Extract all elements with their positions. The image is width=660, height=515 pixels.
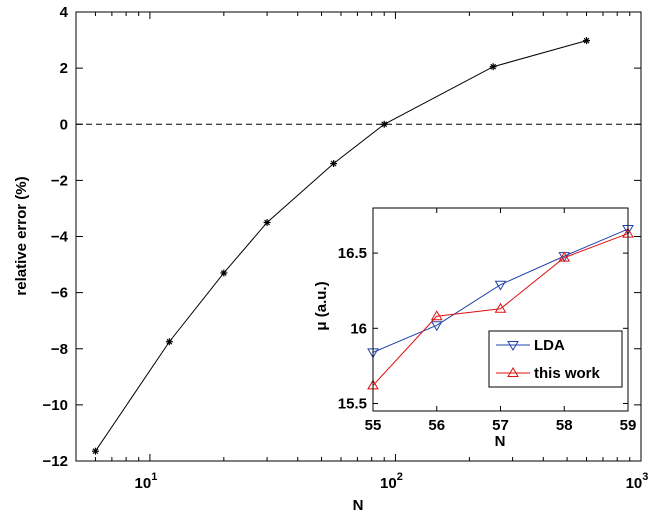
inset-series	[367, 225, 634, 390]
x-tick-label: 101	[135, 471, 158, 492]
asterisk-stroke	[490, 63, 497, 70]
data-point	[489, 63, 497, 71]
inset-series-line	[372, 228, 629, 353]
inset-y-axis-title: μ (a.u.)	[313, 281, 330, 330]
data-point	[583, 37, 591, 45]
inset-plot-frame	[372, 207, 629, 412]
triangle-down-marker	[430, 321, 443, 332]
asterisk-stroke	[264, 219, 270, 226]
main-series	[91, 37, 591, 455]
data-point	[330, 160, 338, 168]
legend: LDA this work	[488, 330, 623, 388]
legend-marker-this-work	[507, 367, 519, 377]
main-series-line	[95, 40, 587, 452]
legend-box	[488, 330, 623, 388]
y-tick-label: −10	[43, 397, 68, 414]
y-tick-label: −12	[43, 453, 68, 470]
data-point	[220, 269, 228, 277]
inset-y-tick-label: 16.5	[338, 245, 367, 262]
inset-x-tick-label: 56	[428, 417, 445, 434]
y-tick-label: 2	[60, 60, 68, 77]
y-tick-label: 0	[60, 116, 68, 133]
inset-x-tick-label: 59	[620, 417, 637, 434]
triangle-up-marker	[494, 302, 507, 313]
data-point	[165, 338, 173, 346]
y-tick-label: −6	[51, 285, 68, 302]
legend-label-this-work: this work	[534, 365, 601, 382]
legend-label-lda: LDA	[534, 337, 565, 354]
main-y-axis-title: relative error (%)	[13, 176, 30, 295]
asterisk-stroke	[583, 37, 590, 44]
data-point	[263, 218, 271, 226]
y-tick-label: −8	[51, 341, 68, 358]
x-tick-label: 103	[626, 471, 649, 492]
inset-y-tick-label: 15.5	[338, 395, 367, 412]
y-tick-label: 4	[60, 4, 69, 21]
asterisk-stroke	[381, 121, 388, 128]
triangle-down-marker	[494, 280, 507, 291]
triangle-up-marker	[430, 310, 443, 321]
inset-plot: 55 56 57 58 59 15.5 16 16.5 N μ (a.u.) LDA this…	[313, 207, 637, 450]
main-x-axis-title: N	[353, 497, 364, 514]
main-ticks: 101 102 103 −12 −10 −8 −6 −4 −2 0 2 4	[43, 4, 649, 492]
inset-x-tick-label: 58	[556, 417, 573, 434]
inset-y-tick-label: 16	[350, 320, 367, 337]
main-plot: 101 102 103 −12 −10 −8 −6 −4 −2 0 2 4 N relative er…	[13, 4, 648, 514]
asterisk-stroke	[330, 160, 337, 167]
asterisk-stroke	[166, 338, 173, 345]
triangle-up-marker	[558, 251, 571, 262]
inset-x-axis-title: N	[495, 433, 506, 450]
asterisk-stroke	[92, 448, 99, 455]
inset-x-tick-label: 57	[492, 417, 509, 434]
data-point	[91, 447, 99, 455]
inset-series-line	[372, 233, 629, 386]
legend-marker-lda	[507, 341, 519, 351]
y-tick-label: −4	[51, 229, 69, 246]
x-tick-label: 102	[380, 471, 403, 492]
asterisk-stroke	[220, 270, 227, 276]
data-point	[380, 120, 388, 128]
y-tick-label: −2	[51, 172, 68, 189]
inset-x-tick-label: 55	[365, 417, 382, 434]
